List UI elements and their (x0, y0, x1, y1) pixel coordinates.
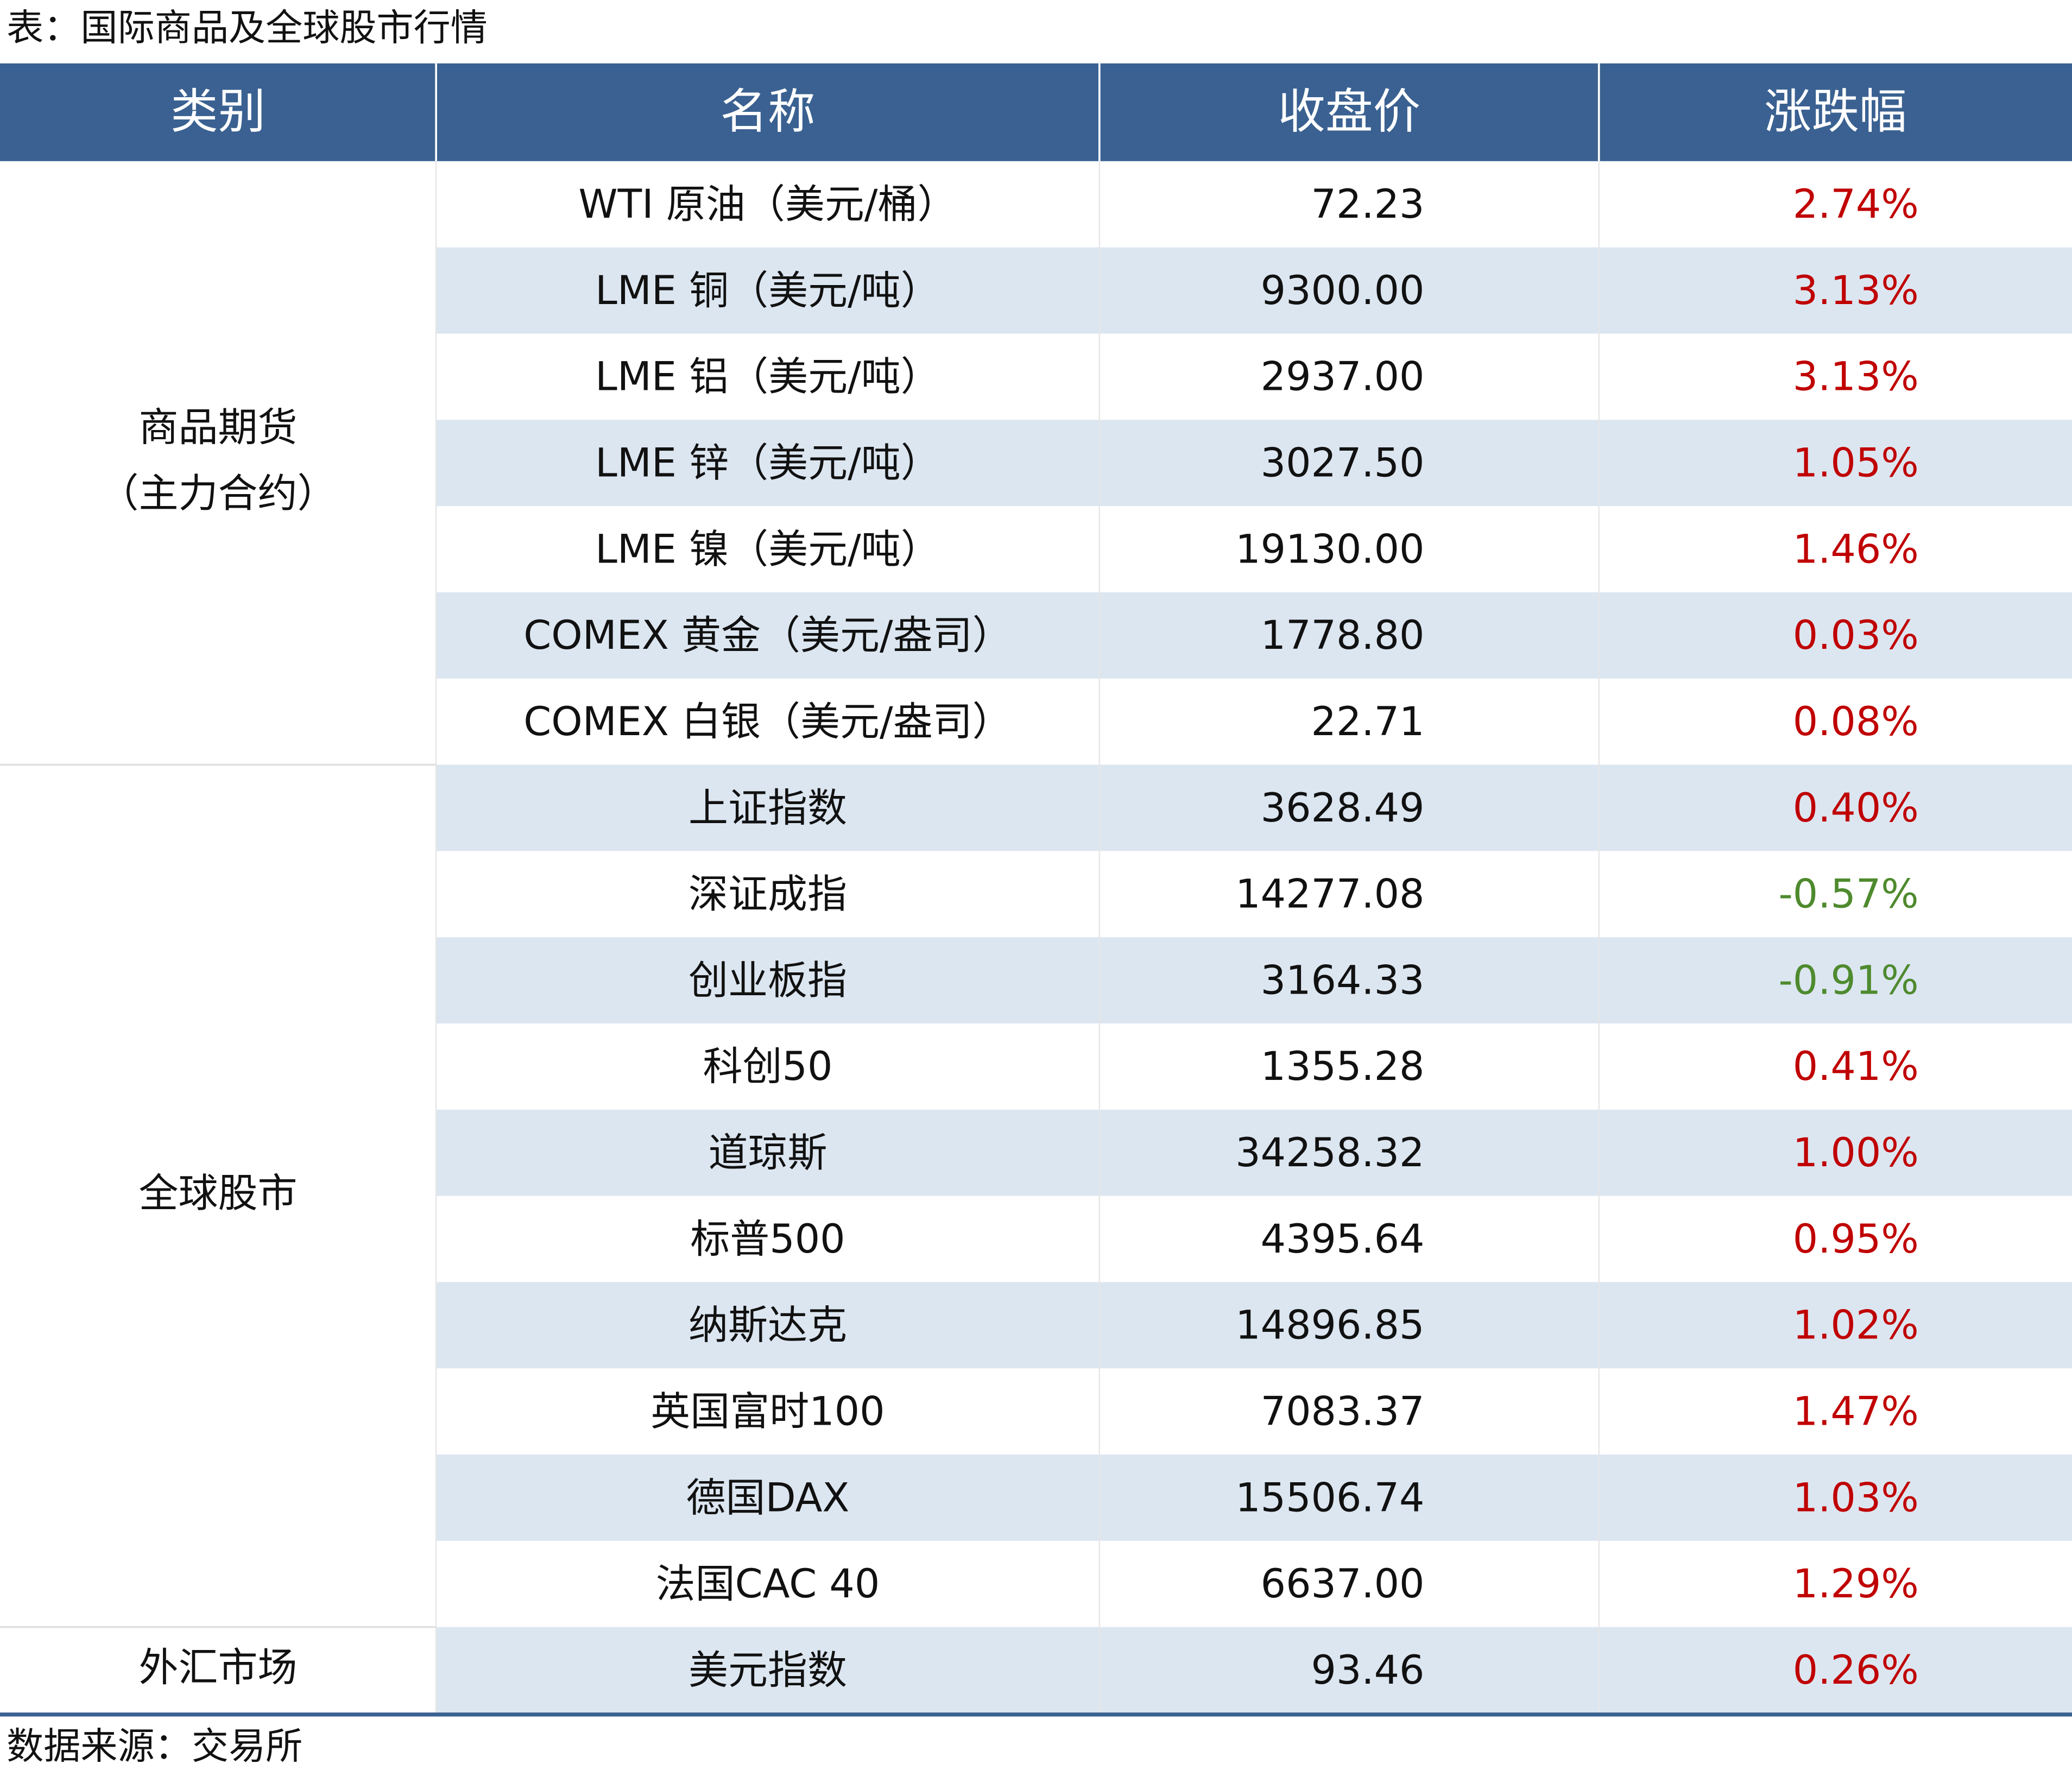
close-price: 15506.74 (1235, 1475, 1424, 1521)
change-pct: 3.13% (1793, 268, 1919, 314)
instrument-name: LME 镍（美元/吨） (595, 526, 940, 572)
change-pct: 1.29% (1793, 1561, 1919, 1607)
close-price: 3164.33 (1261, 957, 1425, 1003)
instrument-name: COMEX 黄金（美元/盎司） (523, 612, 1012, 659)
close-price: 3628.49 (1261, 785, 1425, 831)
instrument-name: 科创50 (703, 1044, 833, 1090)
instrument-name: 纳斯达克 (688, 1303, 847, 1349)
row-band (436, 1627, 2072, 1714)
change-pct: 1.02% (1793, 1303, 1919, 1349)
column-header: 名称 (720, 84, 815, 140)
header-background (0, 63, 2072, 161)
instrument-name: 深证成指 (688, 871, 847, 918)
column-header: 收盘价 (1278, 84, 1420, 140)
change-pct: 1.05% (1793, 440, 1919, 486)
instrument-name: LME 铝（美元/吨） (595, 354, 940, 400)
change-pct: 1.46% (1793, 526, 1919, 572)
close-price: 7083.37 (1261, 1389, 1425, 1435)
instrument-name: LME 铜（美元/吨） (595, 268, 940, 314)
close-price: 19130.00 (1235, 526, 1424, 572)
change-pct: -0.91% (1778, 957, 1918, 1003)
category-label: 全球股市 (139, 1171, 298, 1217)
close-price: 72.23 (1311, 181, 1425, 227)
close-price: 34258.32 (1235, 1130, 1424, 1176)
close-price: 1355.28 (1261, 1044, 1425, 1090)
change-pct: 0.26% (1793, 1647, 1919, 1693)
change-pct: -0.57% (1778, 871, 1918, 918)
instrument-name: 标普500 (690, 1216, 845, 1262)
row-band (436, 1455, 2072, 1541)
close-price: 2937.00 (1261, 354, 1425, 400)
row-band (436, 247, 2072, 334)
instrument-name: WTI 原油（美元/桶） (578, 181, 957, 227)
table-body: 类别 名称 收盘价 涨跌幅 WTI 原油（美元/桶） 72.23 2.74% LME 铜（美元… (0, 63, 2072, 1714)
instrument-name: 道琼斯 (708, 1130, 827, 1176)
change-pct: 1.00% (1793, 1130, 1919, 1176)
close-price: 4395.64 (1261, 1216, 1425, 1262)
instrument-name: 德国DAX (686, 1475, 850, 1521)
row-band (436, 937, 2072, 1023)
source-note: 数据来源：交易所 (7, 1725, 302, 1768)
column-header: 类别 (170, 84, 266, 140)
change-pct: 3.13% (1793, 354, 1919, 400)
row-band (436, 592, 2072, 679)
column-header: 涨跌幅 (1764, 84, 1907, 140)
close-price: 3027.50 (1261, 440, 1425, 486)
change-pct: 0.08% (1793, 699, 1919, 745)
instrument-name: LME 锌（美元/吨） (595, 440, 940, 486)
close-price: 93.46 (1311, 1647, 1425, 1693)
change-pct: 2.74% (1793, 181, 1919, 227)
row-band (436, 1109, 2072, 1196)
close-price: 1778.80 (1261, 612, 1425, 659)
change-pct: 0.40% (1793, 785, 1919, 831)
instrument-name: 创业板指 (688, 957, 847, 1003)
close-price: 9300.00 (1261, 268, 1425, 314)
category-label: 外汇市场 (139, 1645, 298, 1691)
close-price: 14896.85 (1235, 1303, 1424, 1349)
instrument-name: 美元指数 (688, 1647, 847, 1693)
category-label: （主力合约） (99, 471, 337, 517)
close-price: 14277.08 (1235, 871, 1424, 918)
change-pct: 1.03% (1793, 1475, 1919, 1521)
title: 表：国际商品及全球股市行情 (7, 7, 488, 50)
row-band (436, 1282, 2072, 1369)
instrument-name: 英国富时100 (650, 1389, 885, 1435)
instrument-name: COMEX 白银（美元/盎司） (523, 699, 1012, 745)
change-pct: 0.95% (1793, 1216, 1919, 1262)
category-label: 商品期货 (139, 404, 298, 451)
row-band (436, 420, 2072, 507)
instrument-name: 法国CAC 40 (656, 1561, 880, 1607)
change-pct: 0.41% (1793, 1044, 1919, 1090)
row-band (436, 764, 2072, 851)
change-pct: 0.03% (1793, 612, 1919, 659)
close-price: 6637.00 (1261, 1561, 1425, 1607)
close-price: 22.71 (1311, 699, 1425, 745)
change-pct: 1.47% (1793, 1389, 1919, 1435)
instrument-name: 上证指数 (688, 785, 847, 831)
